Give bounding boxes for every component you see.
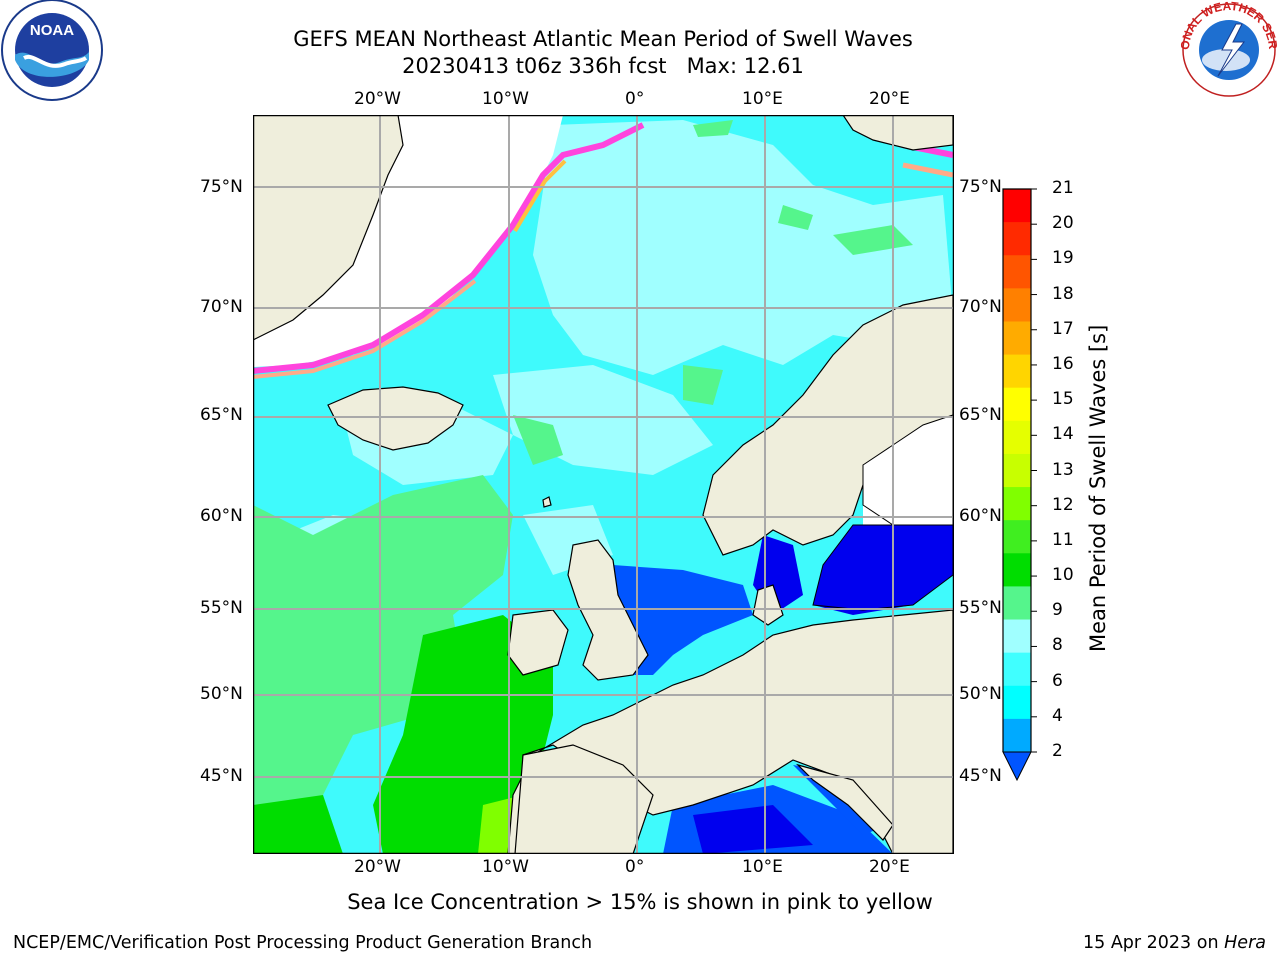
sea-ice-note: Sea Ice Concentration > 15% is shown in … xyxy=(347,890,933,914)
colorbar-segment xyxy=(1003,718,1031,753)
colorbar-segment xyxy=(1003,321,1031,356)
lat-tick-left-60n: 60°N xyxy=(200,506,243,526)
colorbar-segment xyxy=(1003,453,1031,488)
lat-tick-right-50n: 50°N xyxy=(959,684,1002,704)
colorbar-tick-label: 19 xyxy=(1052,248,1074,269)
lon-tick-top-20e: 20°E xyxy=(869,89,910,109)
colorbar-segment xyxy=(1003,586,1031,621)
lat-tick-left-75n: 75°N xyxy=(200,177,243,197)
colorbar-tick-label: 10 xyxy=(1052,565,1074,586)
colorbar-tick-label: 17 xyxy=(1052,318,1074,339)
colorbar-segment xyxy=(1003,685,1031,720)
footer-machine: Hera xyxy=(1224,933,1266,953)
svg-text:NOAA: NOAA xyxy=(30,22,74,39)
colorbar-tick-label: 20 xyxy=(1052,213,1074,234)
lon-tick-bottom-20w: 20°W xyxy=(354,857,401,877)
lat-tick-left-55n: 55°N xyxy=(200,598,243,618)
colorbar-segment xyxy=(1003,288,1031,322)
colorbar-segment xyxy=(1003,189,1031,223)
colorbar-tick-label: 6 xyxy=(1052,670,1063,691)
lon-tick-top-0: 0° xyxy=(625,89,645,109)
iberia xyxy=(514,744,654,854)
chart-title: GEFS MEAN Northeast Atlantic Mean Period… xyxy=(293,27,913,51)
lat-tick-right-45n: 45°N xyxy=(959,766,1002,786)
colorbar-tick-label: 15 xyxy=(1052,389,1074,410)
colorbar-tick-label: 16 xyxy=(1052,353,1074,374)
footer-date-text: 15 Apr 2023 on xyxy=(1082,933,1219,953)
colorbar-segment xyxy=(1003,222,1031,256)
colorbar-tick-label: 14 xyxy=(1052,424,1074,445)
colorbar xyxy=(1002,188,1037,782)
colorbar-segment xyxy=(1003,553,1031,587)
graticule xyxy=(253,115,954,854)
lon-tick-top-10w: 10°W xyxy=(482,89,529,109)
colorbar-tick-label: 12 xyxy=(1052,494,1074,515)
lat-tick-right-60n: 60°N xyxy=(959,506,1002,526)
lat-tick-left-70n: 70°N xyxy=(200,297,243,317)
colorbar-tick-label: 8 xyxy=(1052,635,1063,656)
lat-tick-left-50n: 50°N xyxy=(200,684,243,704)
colorbar-extend-arrow xyxy=(1002,751,1032,782)
lon-tick-bottom-10e: 10°E xyxy=(742,857,783,877)
colorbar-segment xyxy=(1003,652,1031,687)
colorbar-segment xyxy=(1003,619,1031,654)
colorbar-segment xyxy=(1003,520,1031,554)
footer-date: 15 Apr 2023 on Hera xyxy=(1083,933,1266,953)
colorbar-label: Mean Period of Swell Waves [s] xyxy=(1086,324,1110,652)
colorbar-segment xyxy=(1003,354,1031,389)
map-frame xyxy=(253,115,954,854)
lon-tick-top-10e: 10°E xyxy=(742,89,783,109)
colorbar-tick-label: 4 xyxy=(1052,705,1063,726)
lat-tick-right-70n: 70°N xyxy=(959,297,1002,317)
lat-tick-left-65n: 65°N xyxy=(200,405,243,425)
colorbar-segment xyxy=(1003,387,1031,422)
colorbar-tick-label: 9 xyxy=(1052,600,1063,621)
colorbar-tick-label: 11 xyxy=(1052,529,1074,550)
national-weather-service-logo: NATIONAL WEATHER SERVICE xyxy=(1178,0,1280,97)
lat-tick-right-55n: 55°N xyxy=(959,598,1002,618)
lat-tick-right-75n: 75°N xyxy=(959,177,1002,197)
noaa-logo: NOAA xyxy=(1,0,103,101)
colorbar-tick-label: 2 xyxy=(1052,741,1063,761)
colorbar-segment xyxy=(1003,420,1031,455)
colorbar-tick-label: 18 xyxy=(1052,283,1074,304)
lat-tick-left-45n: 45°N xyxy=(200,766,243,786)
colorbar-segment xyxy=(1003,255,1031,289)
map-panel xyxy=(253,115,954,854)
svalbard xyxy=(842,115,954,151)
chart-subtitle: 20230413 t06z 336h fcst Max: 12.61 xyxy=(402,54,804,78)
lon-tick-top-20w: 20°W xyxy=(354,89,401,109)
colorbar-tick-label: 13 xyxy=(1052,459,1074,480)
lon-tick-bottom-20e: 20°E xyxy=(869,857,910,877)
denmark xyxy=(752,584,784,626)
lon-tick-bottom-0: 0° xyxy=(625,857,645,877)
italy xyxy=(795,763,894,841)
iceland xyxy=(327,386,464,451)
lat-tick-right-65n: 65°N xyxy=(959,405,1002,425)
colorbar-segment xyxy=(1003,487,1031,521)
lon-tick-bottom-10w: 10°W xyxy=(482,857,529,877)
greenland xyxy=(253,115,404,341)
colorbar-tick-label: 21 xyxy=(1052,178,1074,198)
footer-credit: NCEP/EMC/Verification Post Processing Pr… xyxy=(13,933,593,953)
